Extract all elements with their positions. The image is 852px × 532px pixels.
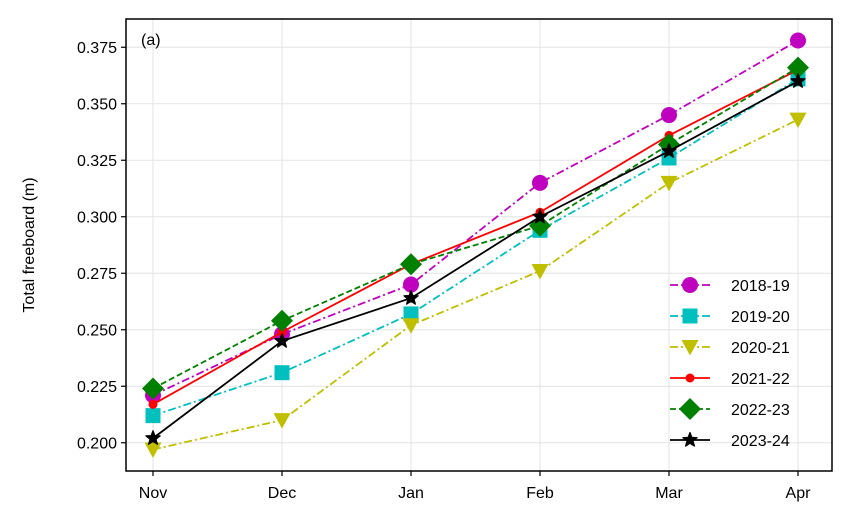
y-axis-title: Total freeboard (m) — [21, 177, 38, 312]
data-point — [144, 442, 162, 459]
x-tick-label: Mar — [655, 485, 683, 502]
plot-area-frame — [125, 18, 833, 472]
data-point — [661, 143, 677, 158]
data-point — [531, 263, 549, 280]
legend-entry: 2020-21 — [670, 340, 790, 357]
series-2023-24 — [145, 73, 806, 445]
data-point — [148, 399, 158, 409]
y-tick-label: 0.250 — [77, 322, 117, 339]
legend-label: 2022-23 — [731, 402, 790, 419]
legend-entry: 2018-19 — [670, 277, 790, 295]
legend-marker — [681, 340, 699, 356]
x-tick-label: Apr — [786, 485, 812, 502]
data-point — [403, 276, 419, 293]
legend: 2018-19 2019-20 2020-21 2021-22 2022-23 2023-… — [670, 277, 790, 450]
data-point — [532, 208, 548, 224]
data-point — [403, 290, 419, 305]
legend-marker — [679, 398, 701, 420]
data-point — [402, 318, 420, 334]
legend-label: 2018-19 — [731, 278, 790, 295]
data-point — [790, 73, 806, 88]
data-series — [142, 32, 809, 459]
data-point — [790, 32, 806, 49]
y-tick-label: 0.300 — [77, 209, 117, 226]
data-point — [273, 413, 291, 429]
series-line — [152, 69, 799, 406]
legend-label: 2021-22 — [731, 371, 790, 388]
panel-label: (a) — [141, 32, 161, 49]
data-point — [400, 253, 422, 276]
legend-marker — [682, 431, 698, 447]
legend-marker — [685, 373, 695, 383]
y-tick-label: 0.325 — [77, 153, 117, 170]
x-tick-label: Feb — [526, 485, 554, 502]
data-point — [789, 112, 807, 129]
data-point — [274, 332, 290, 348]
data-point — [145, 430, 161, 445]
legend-entry: 2021-22 — [670, 371, 790, 388]
x-tick-label: Nov — [139, 485, 167, 502]
data-point — [661, 107, 677, 124]
legend-marker — [682, 308, 698, 324]
y-tick-label: 0.375 — [77, 40, 117, 57]
data-point — [660, 175, 678, 192]
data-point — [142, 377, 164, 400]
data-point — [271, 309, 293, 332]
legend-label: 2019-20 — [731, 309, 790, 326]
y-tick-label: 0.350 — [77, 96, 117, 113]
series-line — [152, 118, 799, 451]
series-line — [152, 80, 799, 439]
x-tick-label: Dec — [268, 485, 296, 502]
grid-lines — [126, 19, 832, 471]
data-point — [787, 56, 809, 79]
data-point — [274, 365, 290, 381]
legend-entry: 2019-20 — [670, 308, 790, 326]
series-line — [152, 78, 799, 417]
x-tick-label: Jan — [398, 485, 424, 502]
y-tick-label: 0.200 — [77, 435, 117, 452]
legend-marker — [682, 277, 698, 293]
data-point — [145, 408, 161, 424]
y-tick-label: 0.275 — [77, 266, 117, 283]
y-tick-label: 0.225 — [77, 379, 117, 396]
data-point — [403, 306, 419, 322]
legend-label: 2023-24 — [731, 433, 790, 450]
legend-label: 2020-21 — [731, 340, 790, 357]
legend-entry: 2022-23 — [670, 398, 790, 420]
axes: 0.200 0.225 0.250 0.275 0.300 0.325 0.350 0.375… — [77, 40, 811, 502]
series-line — [152, 66, 799, 390]
data-point — [277, 327, 287, 337]
series-2020-21 — [144, 112, 807, 459]
legend-entry: 2023-24 — [670, 431, 790, 450]
data-point — [532, 174, 548, 191]
